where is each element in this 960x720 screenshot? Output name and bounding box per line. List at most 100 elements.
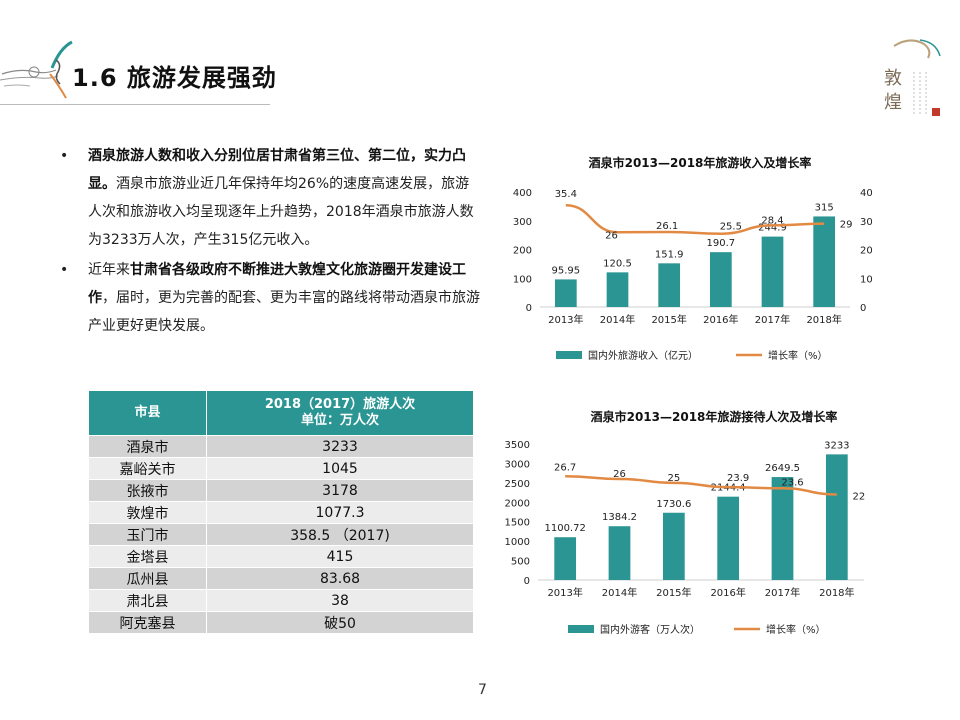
table-cell-city: 阿克塞县 — [88, 611, 207, 634]
bar-data-label: 2649.5 — [765, 463, 800, 474]
table-row: 肃北县 38 — [88, 589, 474, 612]
line-data-label: 25 — [667, 473, 680, 484]
table-cell-visitors: 83.68 — [206, 567, 474, 590]
bar — [658, 263, 681, 307]
growth-rate-line — [565, 475, 837, 496]
slide-title: 1.6 旅游发展强劲 — [72, 64, 277, 92]
bar — [554, 279, 577, 307]
bar-data-label: 95.95 — [552, 265, 581, 276]
line-data-label: 26 — [613, 469, 626, 480]
chart-title: 酒泉市2013—2018年旅游收入及增长率 — [589, 155, 812, 170]
y-tick-label: 3000 — [505, 459, 530, 470]
bullet-bold-text: 甘肃省各级政府不断推进大敦煌文化旅游圈开发建设工作 — [88, 262, 466, 306]
revenue-chart: 酒泉市2013—2018年旅游收入及增长率 0 100 200 300 400 0 10 20 3… — [500, 148, 880, 377]
bar-data-label: 1730.6 — [656, 499, 691, 510]
bar — [709, 252, 732, 307]
page-number: 7 — [478, 682, 487, 698]
title-divider — [0, 104, 270, 105]
y2-tick-label: 0 — [860, 303, 866, 314]
bullet-marker: • — [60, 148, 69, 164]
x-tick-label: 2013年 — [547, 586, 582, 599]
line-data-label: 28.4 — [761, 215, 783, 226]
y2-tick-label: 20 — [860, 246, 873, 257]
line-data-label: 22 — [852, 492, 865, 503]
line-data-label: 35.4 — [555, 189, 577, 200]
y2-tick-label: 40 — [860, 188, 873, 199]
line-data-label: 23.9 — [727, 473, 749, 484]
table-cell-visitors: 415 — [206, 545, 474, 568]
y-tick-label: 300 — [513, 217, 532, 228]
visitors-chart-svg: 酒泉市2013—2018年旅游接待人次及增长率 0 500 1000 1500 2000 2… — [505, 409, 866, 636]
bar-data-label: 1384.2 — [602, 512, 637, 523]
chart-title: 酒泉市2013—2018年旅游接待人次及增长率 — [591, 409, 838, 424]
bar-data-label: 3233 — [824, 440, 849, 451]
bar-data-label: 315 — [815, 202, 834, 213]
table-row: 嘉峪关市 1045 — [88, 457, 474, 480]
bar-data-label: 120.5 — [603, 258, 632, 269]
table-row: 玉门市 358.5 （2017) — [88, 523, 474, 546]
y-tick-label: 1500 — [505, 518, 530, 529]
bullet-item: • 近年来甘肃省各级政府不断推进大敦煌文化旅游圈开发建设工作，届时，更为完善的配… — [60, 256, 480, 340]
y2-tick-label: 10 — [860, 274, 873, 285]
x-tick-label: 2016年 — [710, 586, 745, 599]
tourism-visitors-table: 市县 2018（2017）旅游人次 单位：万人次 酒泉市 3233 嘉峪关市 1045 张… — [88, 390, 474, 634]
x-tick-label: 2016年 — [703, 313, 738, 326]
visitors-chart: 酒泉市2013—2018年旅游接待人次及增长率 0 500 1000 1500 2000 2… — [494, 402, 884, 646]
legend-swatch-bar — [568, 625, 594, 633]
y-tick-label: 2500 — [505, 479, 530, 490]
table-header-row: 市县 2018（2017）旅游人次 单位：万人次 — [88, 390, 474, 436]
bullet-bold-text: 酒泉旅游人数和收入分别位居甘肃省第三位、第二位，实力凸显。 — [88, 148, 466, 192]
y-tick-label: 0 — [526, 303, 532, 314]
bar — [825, 454, 848, 580]
x-tick-label: 2018年 — [819, 586, 854, 599]
legend-label: 增长率（%） — [766, 623, 826, 636]
table-header-visitors: 2018（2017）旅游人次 单位：万人次 — [206, 390, 474, 436]
table-cell-city: 敦煌市 — [88, 501, 207, 524]
table-header-line: 2018（2017）旅游人次 — [264, 397, 416, 412]
bar-data-label: 151.9 — [655, 249, 684, 260]
x-tick-label: 2018年 — [806, 313, 841, 326]
line-data-label: 26.7 — [554, 462, 576, 473]
bullet-text: ，届时，更为完善的配套、更为丰富的路线将带动酒泉市旅游产业更好更快发展。 — [88, 290, 480, 334]
svg-text:煌: 煌 — [884, 92, 902, 113]
line-data-label: 29 — [840, 220, 853, 231]
table-cell-city: 酒泉市 — [88, 435, 207, 458]
table-cell-city: 瓜州县 — [88, 567, 207, 590]
x-tick-label: 2013年 — [548, 313, 583, 326]
y-tick-label: 0 — [524, 576, 530, 587]
bar — [554, 537, 577, 580]
bar-data-label: 244.9 — [758, 223, 787, 234]
y-tick-label: 400 — [513, 188, 532, 199]
bar — [761, 236, 784, 307]
bar — [717, 496, 740, 580]
y-tick-label: 3500 — [505, 440, 530, 451]
dunhuang-logo: 敦 煌 — [884, 39, 941, 116]
table-row: 酒泉市 3233 — [88, 435, 474, 458]
table-row: 阿克塞县 破50 — [88, 611, 474, 634]
y-tick-label: 100 — [513, 274, 532, 285]
bar — [813, 216, 836, 307]
x-tick-label: 2015年 — [656, 586, 691, 599]
table-cell-city: 嘉峪关市 — [88, 457, 207, 480]
y-tick-label: 500 — [511, 557, 530, 568]
line-data-label: 26 — [605, 230, 618, 241]
legend-label: 国内外旅游收入（亿元） — [588, 349, 698, 362]
legend-label: 增长率（%） — [768, 349, 828, 362]
table-cell-visitors: 1077.3 — [206, 501, 474, 524]
table-cell-visitors: 破50 — [206, 611, 474, 634]
bar — [662, 512, 685, 580]
table-row: 张掖市 3178 — [88, 479, 474, 502]
bar — [608, 526, 631, 580]
svg-text:敦: 敦 — [884, 68, 902, 89]
table-row: 瓜州县 83.68 — [88, 567, 474, 590]
table-cell-visitors: 38 — [206, 589, 474, 612]
decorative-cloud-ornament — [0, 40, 73, 99]
table-body: 酒泉市 3233 嘉峪关市 1045 张掖市 3178 敦煌市 1077.3 玉门市 358.5 … — [88, 435, 474, 634]
bullet-list: • 酒泉旅游人数和收入分别位居甘肃省第三位、第二位，实力凸显。酒泉市旅游业近几年… — [60, 142, 480, 342]
line-data-label: 26.1 — [656, 221, 678, 232]
table-cell-city: 张掖市 — [88, 479, 207, 502]
x-tick-label: 2014年 — [602, 586, 637, 599]
bullet-text: 酒泉市旅游业近几年保持年均26%的速度高速发展，旅游人次和旅游收入均呈现逐年上升… — [88, 176, 474, 248]
bullet-marker: • — [60, 262, 69, 278]
line-data-label: 25.5 — [720, 222, 742, 233]
